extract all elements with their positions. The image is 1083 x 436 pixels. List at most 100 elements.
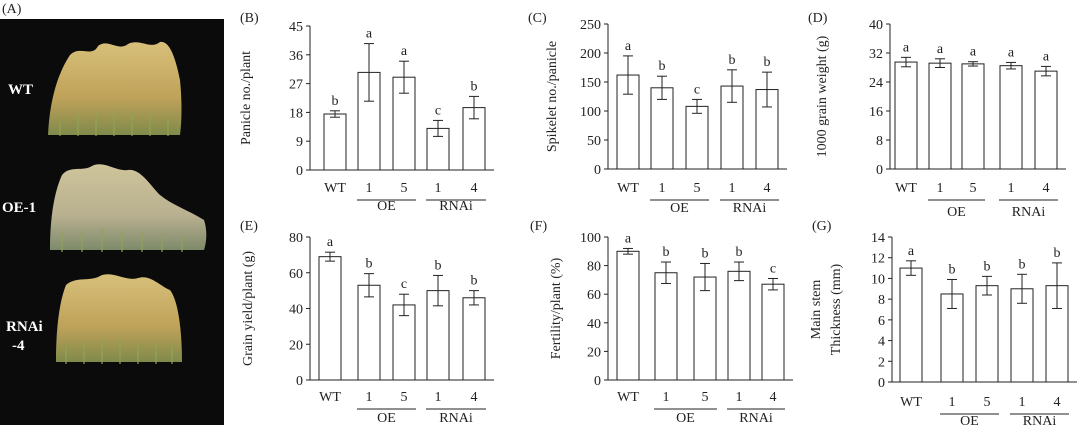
y-tick-label: 50 xyxy=(587,134,601,149)
plant-label-rnai: RNAi xyxy=(6,319,43,335)
bar xyxy=(693,276,717,381)
significance-letter: b xyxy=(1054,246,1061,261)
y-tick-label: 20 xyxy=(289,338,303,353)
group-label: RNAi xyxy=(439,411,473,426)
panel-label: (D) xyxy=(808,11,828,26)
y-tick-label: 24 xyxy=(869,76,883,91)
y-tick-label: 150 xyxy=(580,76,601,91)
rnai-panicles xyxy=(56,274,182,362)
bar xyxy=(462,297,486,381)
y-tick-label: 27 xyxy=(289,78,303,93)
significance-letter: b xyxy=(736,245,743,260)
group-label: OE xyxy=(947,205,966,220)
x-tick-label: 1 xyxy=(736,390,743,405)
x-tick-label: 1 xyxy=(949,395,956,410)
chart-panel-d: (D) 0 8 16 24 32 40 1000 grain weight (g) a WT a 1 a… xyxy=(808,11,1066,220)
y-tick-label: 60 xyxy=(587,288,601,303)
wt-panicles xyxy=(48,41,182,135)
group-label: RNAi xyxy=(1012,205,1046,220)
bar xyxy=(616,250,640,381)
bar xyxy=(928,62,952,170)
y-axis-label: 1000 grain weight (g) xyxy=(815,35,830,157)
y-tick-label: 100 xyxy=(580,231,601,246)
bar xyxy=(685,105,709,170)
bar xyxy=(654,272,678,381)
y-tick-label: 8 xyxy=(878,293,885,308)
y-axis-label: Main stem xyxy=(809,280,824,340)
wt-stems xyxy=(59,110,169,136)
y-tick-label: 4 xyxy=(878,335,885,350)
y-tick-label: 0 xyxy=(878,376,885,391)
panel-label: (F) xyxy=(530,219,547,234)
y-tick-label: 16 xyxy=(869,105,883,120)
y-tick-label: 80 xyxy=(289,231,303,246)
y-tick-label: 40 xyxy=(289,303,303,318)
group-label: OE xyxy=(377,199,396,214)
y-tick-label: 0 xyxy=(296,374,303,389)
x-tick-label: 1 xyxy=(435,390,442,405)
bar xyxy=(975,285,999,383)
x-tick-label: 5 xyxy=(694,181,701,196)
y-tick-label: 14 xyxy=(871,231,885,246)
y-axis-label: Spikelet no./panicle xyxy=(545,41,560,152)
y-axis-label: Panicle no./plant xyxy=(239,51,254,145)
significance-letter: b xyxy=(949,262,956,277)
y-tick-label: 0 xyxy=(594,374,601,389)
bar xyxy=(999,65,1023,170)
bar xyxy=(761,283,785,381)
bar xyxy=(318,256,342,381)
significance-letter: a xyxy=(903,40,910,55)
group-label: RNAi xyxy=(739,411,773,426)
y-tick-label: 250 xyxy=(580,18,601,33)
panel-a-label: (A) xyxy=(2,2,22,17)
y-tick-label: 6 xyxy=(878,314,885,329)
significance-letter: a xyxy=(970,45,977,60)
y-tick-label: 32 xyxy=(869,47,883,62)
y-axis-label: Fertility/plant (%) xyxy=(549,257,564,359)
y-tick-label: 80 xyxy=(587,260,601,275)
bar xyxy=(899,267,923,383)
x-tick-label: 5 xyxy=(702,390,709,405)
significance-letter: b xyxy=(984,259,991,274)
panel-label: (B) xyxy=(240,11,259,26)
x-tick-label: WT xyxy=(324,181,346,196)
y-tick-label: 40 xyxy=(869,18,883,33)
plant-label-oe1: OE-1 xyxy=(2,200,36,216)
x-tick-label: 1 xyxy=(1019,395,1026,410)
group-label: RNAi xyxy=(1023,414,1057,429)
y-tick-label: 20 xyxy=(587,345,601,360)
significance-letter: b xyxy=(659,59,666,74)
bar xyxy=(894,61,918,170)
x-tick-label: 1 xyxy=(663,390,670,405)
panel-label: (E) xyxy=(240,219,258,234)
x-tick-label: 4 xyxy=(1043,181,1050,196)
significance-letter: a xyxy=(625,231,632,246)
y-tick-label: 8 xyxy=(876,134,883,149)
chart-panel-f: (F) 0 20 40 60 80 100 Fertility/plant (%) a WT b 1 b… xyxy=(530,219,793,426)
x-tick-label: WT xyxy=(319,390,341,405)
significance-letter: b xyxy=(1019,257,1026,272)
plant-label-wt: WT xyxy=(8,82,33,98)
group-label: OE xyxy=(377,411,396,426)
y-tick-label: 18 xyxy=(289,106,303,121)
panel-label: (C) xyxy=(528,11,547,26)
x-tick-label: 4 xyxy=(770,390,777,405)
significance-letter: b xyxy=(332,94,339,109)
group-label: OE xyxy=(676,411,695,426)
x-tick-label: 4 xyxy=(1054,395,1061,410)
significance-letter: c xyxy=(401,277,407,292)
y-tick-label: 12 xyxy=(871,252,885,267)
x-tick-label: 5 xyxy=(984,395,991,410)
significance-letter: a xyxy=(327,235,334,250)
x-tick-label: 1 xyxy=(937,181,944,196)
y-tick-label: 36 xyxy=(289,49,303,64)
x-tick-label: 5 xyxy=(970,181,977,196)
significance-letter: a xyxy=(1043,49,1050,64)
bar xyxy=(357,284,381,381)
significance-letter: c xyxy=(694,82,700,97)
x-tick-label: 5 xyxy=(401,390,408,405)
y-tick-label: 0 xyxy=(594,163,601,178)
oe-panicles xyxy=(50,164,207,250)
